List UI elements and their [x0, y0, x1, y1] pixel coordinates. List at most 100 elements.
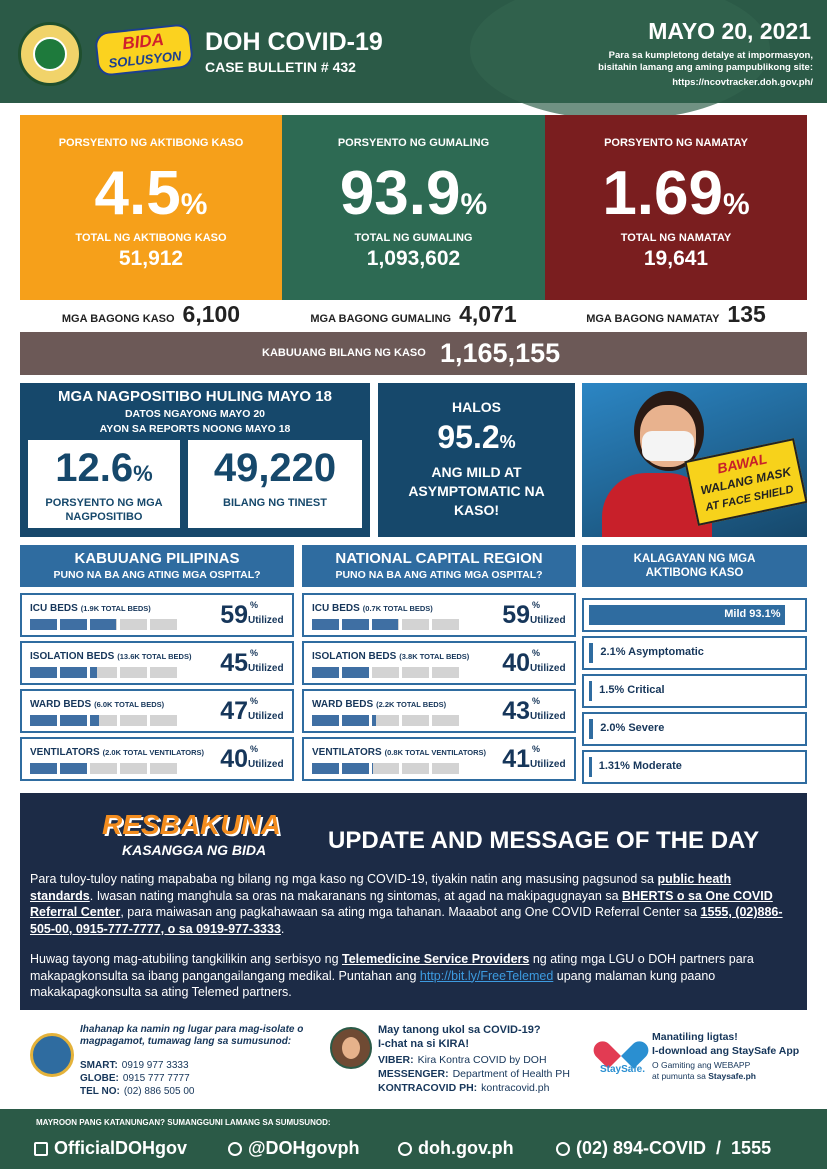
- hospital-row-detail: (1.9K TOTAL BEDS): [80, 604, 151, 613]
- hospital-row-detail: (2.0K TOTAL VENTILATORS): [102, 748, 205, 757]
- kira-q2: I-chat na si KIRA!: [378, 1038, 470, 1050]
- utilization-block: [30, 619, 57, 630]
- hospital-row-name: ISOLATION BEDS (13.6K TOTAL BEDS): [30, 646, 191, 664]
- status-item: 2.0% Severe: [582, 712, 807, 746]
- utilized-unit: %: [250, 600, 259, 610]
- utilization-fill: [30, 715, 57, 726]
- utilization-block: [312, 715, 339, 726]
- seal-inner: [33, 37, 67, 71]
- header-subtitle: CASE BULLETIN # 432: [205, 59, 356, 75]
- utilization-block: [342, 667, 369, 678]
- header-url: https://ncovtracker.doh.gov.ph/: [672, 77, 813, 88]
- utilization-block: [60, 763, 87, 774]
- hospital-row: ISOLATION BEDS (13.6K TOTAL BEDS) 45% Utili…: [20, 641, 294, 685]
- utilization-fill: [60, 667, 87, 678]
- message-text: .: [280, 921, 285, 936]
- status-bar: [589, 643, 594, 663]
- status-header: KALAGAYAN NG MGA AKTIBONG KASO: [582, 545, 807, 587]
- staysafe-t2: I-download ang StaySafe App: [652, 1045, 800, 1057]
- message-panel: RESBAKUNA KASANGGA NG BIDA UPDATE AND MESS…: [20, 793, 807, 1010]
- stat-total: 1,093,602: [366, 247, 461, 270]
- utilization-block: [432, 763, 459, 774]
- new-cases: MGA BAGONG NAMATAY 135: [545, 301, 807, 331]
- utilized-label: Utilized: [530, 615, 566, 626]
- message-text: Huwag tayong mag-atubiling tangkilikin a…: [30, 952, 342, 966]
- resbakuna-logo: RESBAKUNA KASANGGA NG BIDA: [102, 809, 302, 859]
- poster-sign: BAWAL WALANG MASK AT FACE SHIELD: [684, 438, 807, 526]
- utilization-block: [432, 715, 459, 726]
- utilization-fill: [342, 715, 369, 726]
- utilization-fill: [60, 619, 87, 630]
- utilization-fill: [90, 667, 97, 678]
- hospital-row: ISOLATION BEDS (3.8K TOTAL BEDS) 40% Utiliz…: [302, 641, 576, 685]
- footer-facebook: OfficialDOHgov: [54, 1138, 188, 1158]
- stat-percent-unit: %: [460, 188, 488, 221]
- stat-total-label: TOTAL NG NAMATAY: [620, 232, 732, 244]
- status-bar: [589, 681, 593, 701]
- hospital-row: ICU BEDS (0.7K TOTAL BEDS) 59% Utilized: [302, 593, 576, 637]
- mild-number: 95.2: [437, 419, 500, 455]
- utilized-label: Utilized: [530, 663, 566, 674]
- message-emphasis: public heath standards: [30, 872, 732, 903]
- utilized-unit: %: [532, 648, 541, 658]
- status-label: 2.1% Asymptomatic: [600, 646, 704, 658]
- stat-panel: PORSYENTO NG GUMALING 93.9% TOTAL NG GUMAL…: [282, 115, 545, 300]
- utilized-unit: %: [532, 744, 541, 754]
- utilization-fill: [60, 763, 87, 774]
- message-text: ng ating mga LGU o DOH partners para mak…: [30, 952, 754, 983]
- utilized-value: 59: [502, 601, 530, 629]
- stat-percent: 93.9%: [282, 157, 545, 242]
- new-cases-label: MGA BAGONG GUMALING: [310, 313, 452, 325]
- utilization-block: [90, 763, 117, 774]
- utilization-block: [90, 715, 117, 726]
- utilization-block: [30, 763, 57, 774]
- utilized-label: Utilized: [248, 615, 284, 626]
- utilization-block: [312, 667, 339, 678]
- contact-value: Kira Kontra COVID by DOH: [417, 1054, 547, 1066]
- utilization-block: [150, 763, 177, 774]
- staysafe-site: Staysafe.ph: [708, 1071, 756, 1081]
- hospital-row-name: ISOLATION BEDS (3.8K TOTAL BEDS): [312, 646, 469, 664]
- utilized-unit: %: [532, 696, 541, 706]
- status-bar: [589, 757, 592, 777]
- header-title: DOH COVID-19: [205, 28, 383, 56]
- footer-icon: [34, 1142, 48, 1156]
- status-label: 2.0% Severe: [600, 722, 665, 734]
- hospital-title: NATIONAL CAPITAL REGION: [335, 550, 543, 567]
- message-title: UPDATE AND MESSAGE OF THE DAY: [328, 827, 760, 854]
- positivity-box: 12.6% PORSYENTO NG MGA NAGPOSITIBO: [28, 440, 180, 528]
- utilization-block: [402, 715, 429, 726]
- stat-percent-unit: %: [722, 188, 750, 221]
- utilized-value: 43: [502, 697, 530, 725]
- utilization-block: [120, 715, 147, 726]
- utilization-block: [90, 619, 117, 630]
- mild-lead: HALOS: [452, 399, 501, 415]
- utilization-fill: [312, 667, 339, 678]
- kira-line: VIBER: Kira Kontra COVID by DOH: [378, 1054, 547, 1066]
- hospital-row-detail: (0.7K TOTAL BEDS): [362, 604, 433, 613]
- utilization-block: [60, 715, 87, 726]
- contact-key: VIBER:: [378, 1054, 414, 1066]
- status-item: Mild 93.1%: [582, 598, 807, 632]
- contact-value: 0919 977 3333: [121, 1060, 189, 1071]
- message-paragraph: Huwag tayong mag-atubiling tangkilikin a…: [30, 951, 797, 1001]
- utilization-block: [120, 619, 147, 630]
- isolation-text: Ihahanap ka namin ng lugar para mag-isol…: [80, 1024, 304, 1047]
- logo-top: RESBAKUNA: [102, 809, 281, 840]
- utilization-block: [402, 667, 429, 678]
- staysafe-logo: StaySafe.: [600, 1064, 646, 1075]
- utilized-value: 40: [220, 745, 248, 773]
- bida-badge: BIDA SOLUSYON: [93, 23, 195, 77]
- kira-q1: May tanong ukol sa COVID-19?: [378, 1024, 541, 1036]
- total-cases-value: 1,165,155: [440, 338, 561, 368]
- isolation-line: GLOBE: 0915 777 7777: [80, 1073, 190, 1084]
- utilization-fill: [60, 715, 87, 726]
- staysafe-t4: at pumunta sa Staysafe.ph: [652, 1071, 756, 1081]
- stat-total-label: TOTAL NG GUMALING: [354, 232, 473, 244]
- footer-icon: [398, 1142, 412, 1156]
- utilized-value: 45: [220, 649, 248, 677]
- isolation-seal: [30, 1033, 74, 1077]
- utilization-block: [30, 667, 57, 678]
- contact-key: TEL NO:: [80, 1086, 120, 1097]
- mild-text: ANG MILD AT ASYMPTOMATIC NA KASO!: [408, 464, 545, 518]
